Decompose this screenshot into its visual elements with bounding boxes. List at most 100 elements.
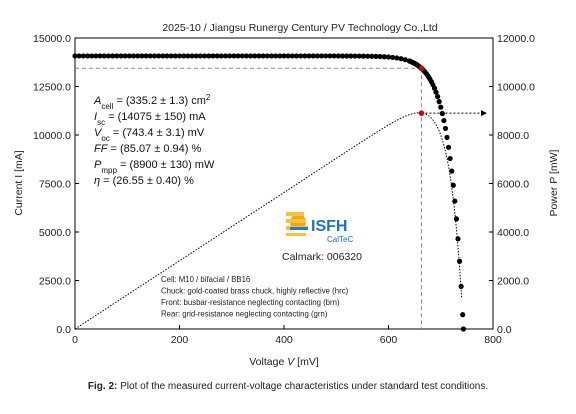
iv-data-point bbox=[189, 53, 195, 59]
logo-sub: CalTeC bbox=[327, 235, 353, 244]
iv-data-point bbox=[293, 53, 300, 59]
iv-data-point bbox=[319, 53, 325, 59]
note-line: Chuck: gold-coated brass chuck, highly r… bbox=[161, 287, 349, 296]
iv-data-point bbox=[323, 53, 329, 59]
iv-data-point bbox=[444, 134, 450, 140]
y-left-tick-label: 12500.0 bbox=[33, 82, 71, 94]
iv-data-point bbox=[281, 53, 287, 59]
iv-data-point bbox=[352, 53, 358, 59]
iv-data-point bbox=[398, 56, 404, 62]
iv-data-point bbox=[76, 53, 82, 59]
x-tick-label: 200 bbox=[171, 334, 189, 346]
iv-data-point bbox=[289, 53, 295, 59]
iv-data-point bbox=[381, 54, 387, 60]
iv-data-point bbox=[197, 53, 203, 59]
current-curve bbox=[72, 53, 467, 332]
iv-data-point bbox=[72, 53, 78, 59]
annotation-line: Acell = (335.2 ± 1.3) cm2 bbox=[93, 93, 211, 111]
iv-data-point bbox=[114, 53, 120, 59]
iv-data-point bbox=[436, 99, 442, 105]
iv-data-point bbox=[193, 53, 199, 59]
y-left-tick-label: 0.0 bbox=[56, 324, 71, 336]
iv-data-point bbox=[445, 144, 452, 150]
iv-data-point bbox=[456, 258, 463, 264]
iv-data-point bbox=[360, 53, 367, 59]
caption-label: Fig. 2: bbox=[87, 381, 118, 392]
iv-data-point bbox=[214, 53, 220, 59]
iv-data-point bbox=[210, 53, 216, 59]
y-right-tick-label: 10000.0 bbox=[497, 82, 535, 94]
iv-data-point bbox=[139, 53, 145, 59]
iv-data-point bbox=[80, 53, 86, 59]
iv-data-point bbox=[447, 155, 453, 162]
iv-data-point bbox=[268, 53, 275, 59]
iv-data-point bbox=[243, 53, 249, 59]
iv-data-point bbox=[369, 53, 375, 59]
y-right-tick-label: 8000.0 bbox=[497, 130, 529, 142]
iv-data-point bbox=[377, 53, 383, 60]
y-right-tick-label: 6000.0 bbox=[497, 179, 529, 191]
iv-data-point bbox=[431, 85, 438, 91]
x-tick-label: 400 bbox=[275, 334, 293, 346]
iv-data-point bbox=[310, 53, 316, 59]
power-curve-line bbox=[74, 112, 463, 330]
iv-data-point bbox=[438, 104, 444, 110]
iv-data-point bbox=[348, 53, 354, 59]
iv-data-point bbox=[402, 57, 408, 63]
iv-data-point bbox=[89, 53, 95, 59]
iv-data-point bbox=[164, 53, 170, 59]
iv-data-point bbox=[450, 182, 456, 188]
iv-data-point bbox=[126, 53, 132, 59]
iv-chart: 2025-10 / Jiangsu Runergy Century PV Tec… bbox=[13, 22, 560, 368]
iv-data-point bbox=[260, 53, 266, 59]
iv-data-point bbox=[93, 53, 99, 59]
iv-data-point bbox=[181, 53, 187, 59]
x-axis-ticks: 0 200 400 600 800 bbox=[72, 325, 502, 346]
iv-data-point bbox=[390, 54, 396, 61]
iv-data-point bbox=[460, 326, 467, 332]
chart-title: 2025-10 / Jiangsu Runergy Century PV Tec… bbox=[162, 22, 437, 34]
iv-data-point bbox=[201, 53, 208, 59]
y-right-tick-label: 12000.0 bbox=[497, 33, 535, 45]
iv-data-point bbox=[285, 53, 291, 59]
iv-data-point bbox=[273, 53, 279, 59]
iv-data-point bbox=[118, 53, 124, 59]
iv-data-point bbox=[306, 53, 312, 59]
mpp-current-marker bbox=[418, 65, 425, 72]
mpp-power-marker bbox=[418, 110, 425, 116]
iv-data-point bbox=[84, 53, 91, 59]
y-left-axis-ticks: 0.0 2500.0 5000.0 7500.0 10000.0 12500.0 15000… bbox=[33, 33, 79, 336]
iv-data-point bbox=[365, 53, 371, 59]
iv-data-point bbox=[314, 53, 321, 59]
iv-data-point bbox=[231, 53, 237, 59]
iv-data-point bbox=[160, 53, 166, 59]
note-line: Cell: M10 / bifacial / BB16 bbox=[161, 275, 250, 284]
iv-data-point bbox=[373, 53, 379, 59]
iv-data-point bbox=[460, 312, 466, 318]
iv-data-point bbox=[356, 53, 362, 59]
y-right-tick-label: 4000.0 bbox=[497, 227, 529, 239]
iv-data-point bbox=[151, 53, 158, 59]
y-left-tick-label: 2500.0 bbox=[39, 276, 71, 288]
iv-data-point bbox=[455, 236, 461, 242]
iv-data-point bbox=[335, 53, 341, 59]
iv-data-point bbox=[344, 53, 350, 59]
iv-data-point bbox=[122, 53, 128, 59]
iv-data-point bbox=[449, 168, 455, 174]
y-left-axis-label: Current I [mA] bbox=[13, 150, 25, 215]
iv-data-point bbox=[385, 54, 392, 60]
x-axis-label: Voltage V [mV] bbox=[249, 356, 319, 368]
iv-data-point bbox=[247, 53, 254, 59]
power-curve bbox=[74, 112, 463, 330]
iv-data-point bbox=[339, 53, 346, 59]
iv-data-point bbox=[222, 53, 229, 59]
annotation-line: η = (26.55 ± 0.40) % bbox=[94, 175, 194, 187]
isfh-logo: ISFH CalTeC bbox=[286, 212, 353, 244]
iv-data-point bbox=[135, 53, 141, 59]
iv-data-point bbox=[206, 53, 212, 59]
iv-data-point bbox=[435, 94, 441, 100]
sun-icon bbox=[286, 212, 308, 236]
y-left-tick-label: 15000.0 bbox=[33, 33, 71, 45]
x-tick-label: 800 bbox=[484, 334, 502, 346]
